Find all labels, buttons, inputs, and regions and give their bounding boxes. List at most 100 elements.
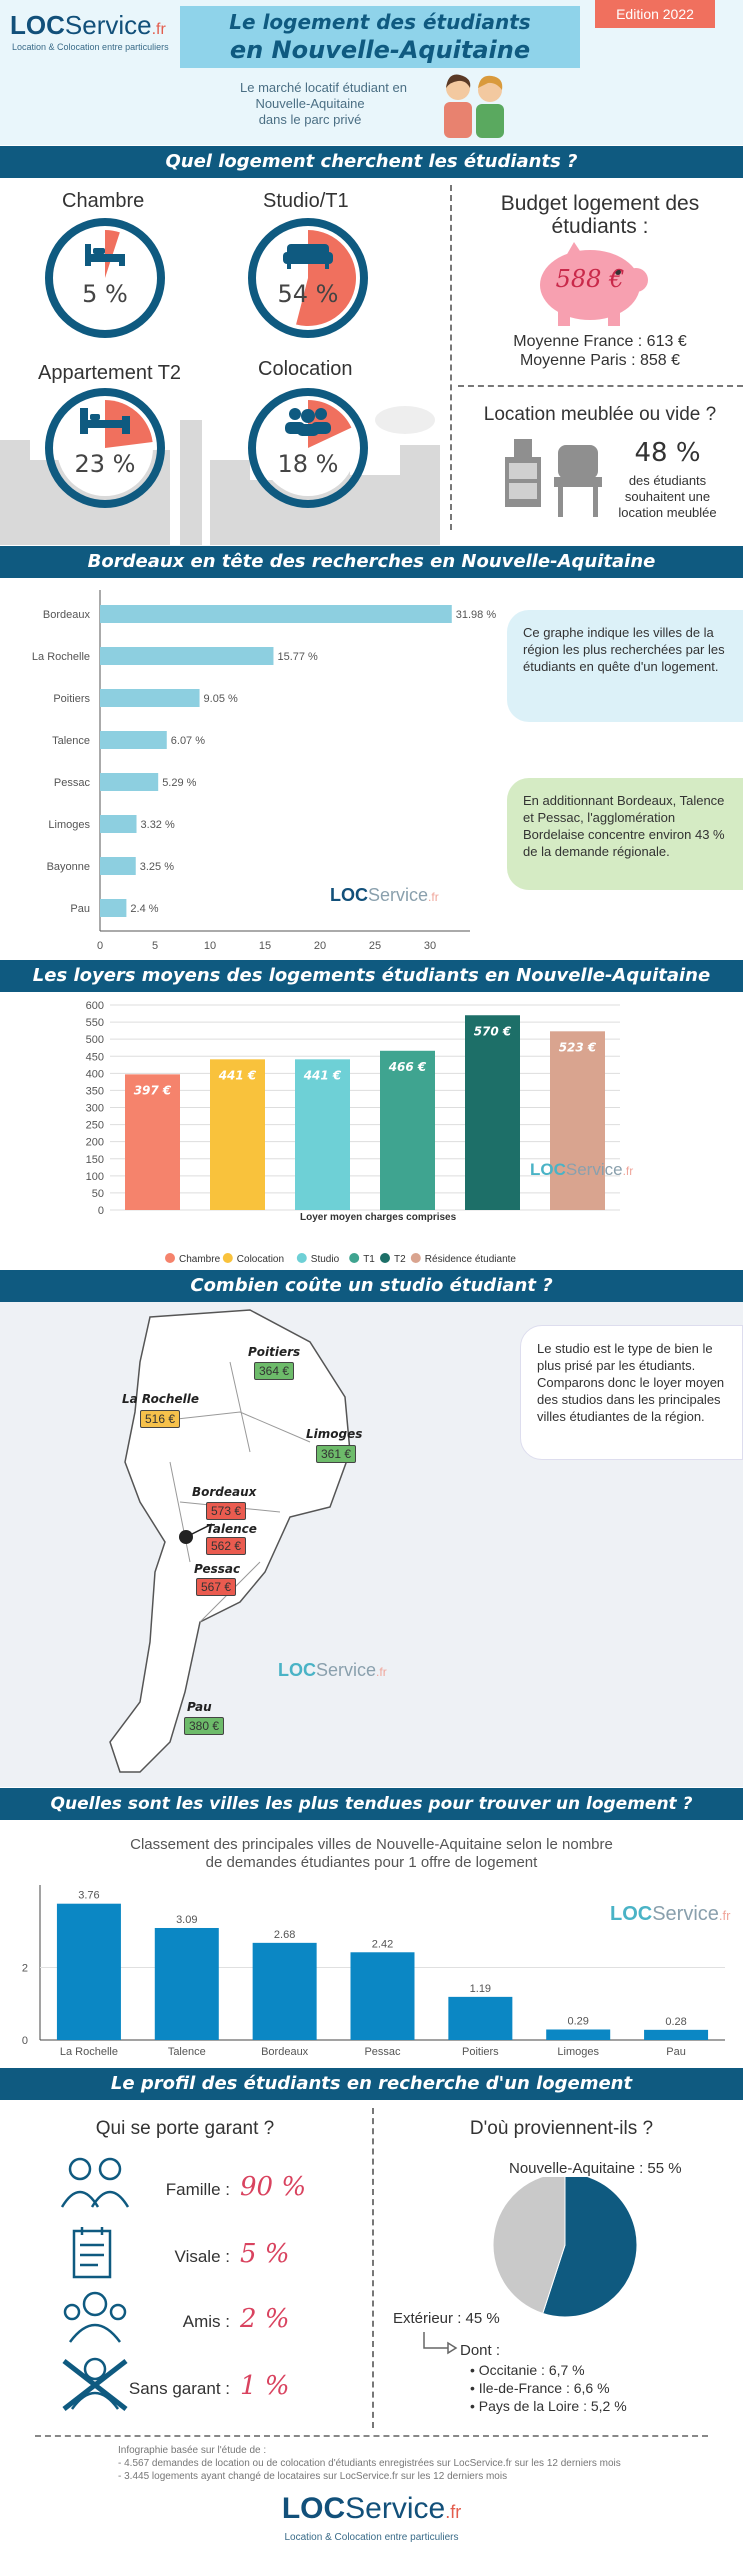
meuble-title: Location meublée ou vide ? [483,404,717,425]
value-label: 0.29 [568,2015,589,2027]
y-tick-label: 2 [22,1963,28,1975]
value-label: 5.29 % [162,777,196,789]
map-price-pessac: 567 € [196,1578,237,1596]
section6-banner: Le profil des étudiants en recherche d'u… [0,2068,743,2100]
meuble-l3: location meublée [618,505,717,520]
value-label: 2.42 [372,1938,393,1950]
value-label: 6.07 % [171,735,205,747]
value-label: 570 € [474,1024,512,1038]
category-label: Limoges [48,819,90,831]
category-label: Pau [70,903,90,915]
value-studio: 54 % [277,280,339,308]
section1-banner: Quel logement cherchent les étudiants ? [0,146,743,178]
value-chambre: 5 % [82,280,128,308]
legend-label: Studio [311,1254,340,1265]
wm-fr: .fr [376,1665,387,1679]
x-tick-label: 0 [97,940,103,952]
map-price-bordeaux: 573 € [206,1502,247,1520]
student-hair-2 [478,75,503,90]
pie-slice [492,2172,566,2315]
origin-na-label: Nouvelle-Aquitaine : 55 % [506,2160,685,2177]
origin-dont: Dont : [460,2342,501,2359]
category-label: La Rochelle [60,2046,118,2058]
bar [154,1927,219,2040]
value-label: 441 € [218,1068,257,1082]
y-tick-label: 100 [86,1171,104,1183]
category-label: Pau [666,2046,686,2058]
value-colocation: 18 % [277,450,339,478]
section4-banner: Combien coûte un studio étudiant ? [0,1270,743,1302]
student-body-1 [444,102,472,138]
bordeaux-pointer [185,1523,213,1538]
value-label: 3.25 % [140,861,174,873]
legend-label: T1 [363,1254,375,1265]
garant-value-sans: 1 % [240,2371,290,2401]
budget-france: Moyenne France : 613 € [513,333,687,350]
value-label: 2.4 % [130,903,158,915]
bar [252,1942,317,2040]
value-label: 397 € [134,1083,172,1097]
edition-badge: Edition 2022 [595,0,715,28]
footer-logo-loc: LOC [281,2492,346,2525]
label-chambre: Chambre [62,190,145,212]
chart5-watermark: LOCService.fr [610,1903,730,1926]
footer-logo[interactable]: LOCService.fr [0,2492,743,2526]
logo-service-text: Service [64,10,152,40]
value-label: 31.98 % [456,609,497,621]
cloud [375,406,435,434]
legend-swatch [296,1253,307,1263]
value-t2: 23 % [74,450,136,478]
origin-item-2: • Ile-de-France : 6,6 % [470,2380,610,2396]
legend-swatch [165,1253,175,1263]
y-tick-label: 50 [92,1188,104,1200]
origin-item-1: • Occitanie : 6,7 % [470,2362,585,2378]
title-ribbon [180,6,580,68]
y-tick-label: 450 [86,1051,104,1063]
chart2-watermark: LOCService.fr [330,885,439,906]
category-label: Talence [168,2046,206,2058]
x-tick-label: 5 [152,940,158,952]
map-label-poitiers: Poitiers [248,1345,301,1359]
friends-icon [63,2291,127,2343]
bar [550,1031,605,1210]
section3-banner: Les loyers moyens des logements étudiant… [0,960,743,992]
sofa-icon [283,244,333,269]
bar [100,647,274,665]
budget-paris: Moyenne Paris : 858 € [519,352,681,369]
bar [100,731,167,749]
value-label: 3.76 [78,1890,99,1902]
bar [465,1015,520,1210]
map-label-la-rochelle: La Rochelle [122,1392,199,1406]
header-logo[interactable]: LOCService.fr [10,10,166,41]
header-title-line2: en Nouvelle-Aquitaine [229,36,531,64]
logo-tagline: Location & Colocation entre particuliers [12,42,169,52]
building [210,460,250,545]
meuble-l2: souhaitent une [624,489,711,504]
wm-loc: LOC [330,885,368,905]
family-icon [60,2157,130,2208]
map-price-la-rochelle: 516 € [140,1410,181,1428]
y-tick-label: 300 [86,1103,104,1115]
section1-divider [450,185,452,530]
value-label: 3.32 % [141,819,175,831]
building [400,445,440,545]
footer-tagline: Location & Colocation entre particuliers [284,2532,459,2543]
map-price-pau: 380 € [184,1717,225,1735]
category-label: Bordeaux [261,2046,309,2058]
wm-service: Service [652,1903,719,1925]
map-label-talence: Talence [206,1522,257,1536]
x-tick-label: 30 [424,940,436,952]
origin-item-2-text: Ile-de-France : 6,6 % [478,2380,610,2396]
category-label: Poitiers [462,2046,499,2058]
student-hair-1 [446,74,471,88]
y-tick-label: 150 [86,1154,104,1166]
document-icon [72,2227,112,2279]
bar [644,2029,709,2040]
wm-service: Service [316,1660,377,1680]
value-label: 441 € [303,1068,342,1082]
building [350,475,400,545]
bar [295,1059,350,1210]
bar [380,1050,435,1210]
map-label-bordeaux: Bordeaux [192,1485,257,1499]
meuble-l1: des étudiants [628,473,707,488]
